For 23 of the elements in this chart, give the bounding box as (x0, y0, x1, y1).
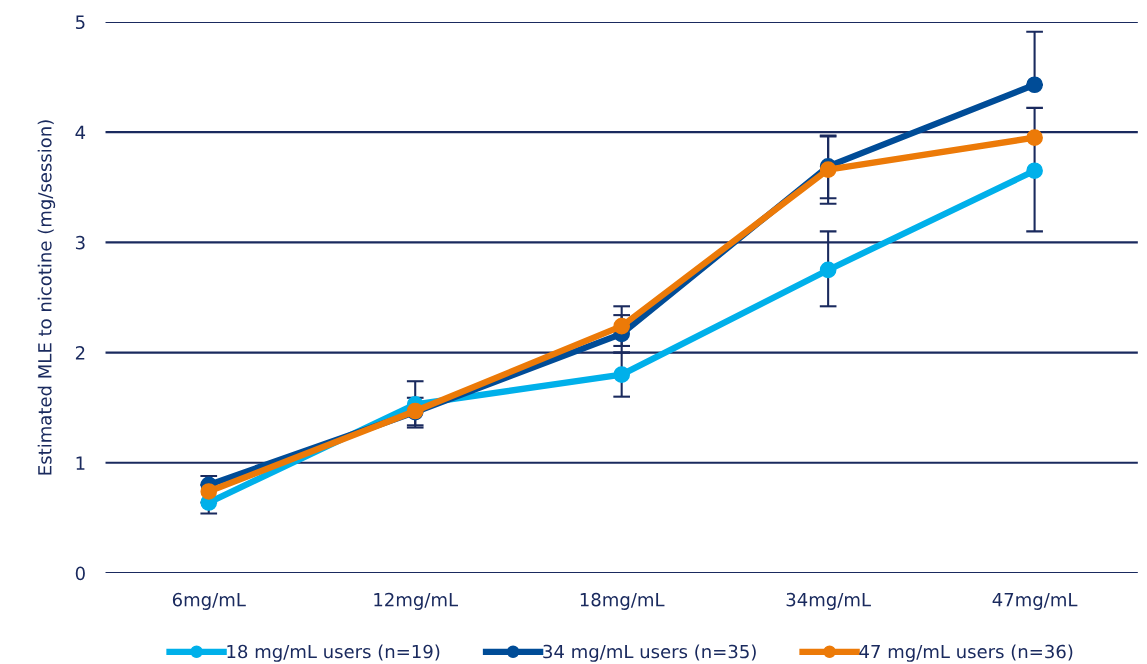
y-tick-label: 1 (76, 456, 85, 470)
point (200, 483, 218, 500)
legend-label: 18 mg/mL users (n=19) (227, 644, 440, 662)
point (1026, 129, 1043, 146)
point (613, 366, 631, 383)
point (1026, 76, 1043, 94)
point (613, 317, 631, 335)
y-tick-label: 5 (75, 15, 85, 30)
x-tick-label: 47mg/mL (992, 593, 1078, 610)
x-tick-label: 12mg/mL (374, 592, 458, 610)
y-axis-title: Estimated MLE to nicotine (mg/session) (37, 120, 56, 475)
y-tick-label: 2 (75, 346, 85, 360)
x-tick-label: 34mg/mL (786, 592, 871, 610)
y-tick-label: 0 (75, 566, 85, 581)
x-tick-label: 6mg/mL (172, 592, 246, 610)
point (1026, 162, 1043, 180)
legend-label: 47 mg/mL users (n=36) (859, 644, 1073, 662)
y-tick-label: 4 (75, 125, 86, 139)
point (819, 161, 837, 178)
legend-label: 34 mg/mL users (n=35) (543, 644, 756, 662)
point (819, 261, 837, 279)
x-tick-label: 18mg/mL (580, 592, 665, 610)
y-tick-label: 3 (75, 235, 85, 250)
